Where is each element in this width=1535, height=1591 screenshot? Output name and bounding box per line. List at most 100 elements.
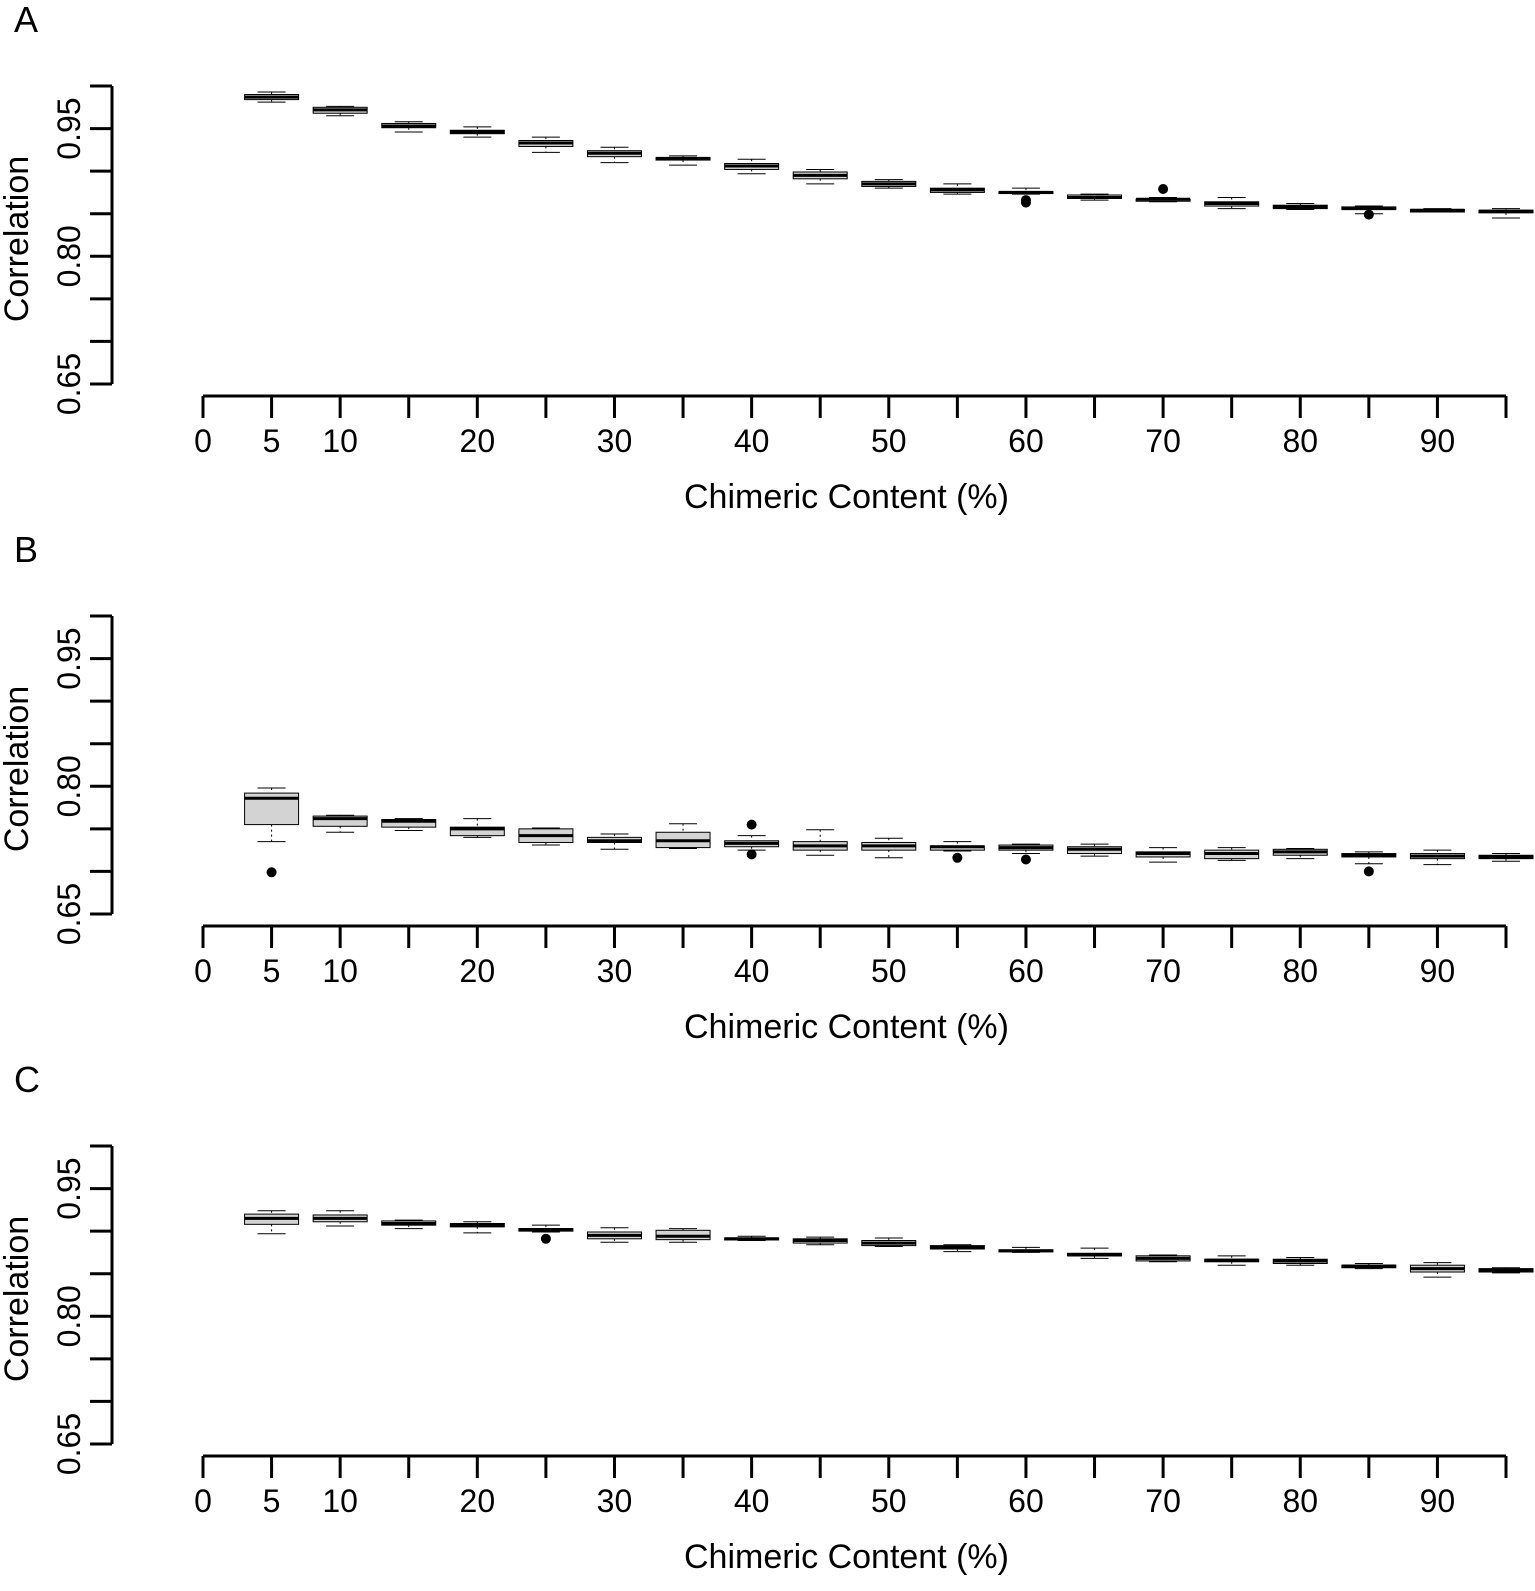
x-tick-label: 30 [597, 1483, 633, 1519]
box-95 [1478, 208, 1534, 219]
x-tick-label: 80 [1282, 423, 1318, 459]
panel-label: C [14, 1059, 40, 1100]
outlier-point [746, 849, 757, 860]
x-tick-label: 5 [263, 423, 281, 459]
x-tick-label: 60 [1008, 1483, 1044, 1519]
y-tick-label: 0.80 [51, 225, 87, 287]
box-45 [792, 168, 848, 185]
box-90 [1409, 208, 1465, 213]
x-tick-label: 30 [597, 953, 633, 989]
x-axis-title: Chimeric Content (%) [684, 1008, 1009, 1046]
x-tick-label: 90 [1420, 423, 1456, 459]
box-65 [1067, 843, 1123, 857]
box-10 [312, 105, 368, 117]
box-70 [1135, 847, 1191, 863]
x-tick-label: 50 [871, 423, 907, 459]
x-tick-label: 40 [734, 423, 770, 459]
box-55 [929, 183, 985, 195]
outlier-point [952, 852, 963, 863]
y-tick-label: 0.95 [51, 1157, 87, 1219]
x-tick-label: 20 [460, 423, 496, 459]
box-70 [1135, 184, 1191, 203]
box-5 [244, 787, 300, 878]
x-tick-label: 40 [734, 953, 770, 989]
x-tick-label: 40 [734, 1483, 770, 1519]
box-15 [381, 121, 437, 133]
box-35 [655, 1228, 711, 1243]
box-iqr [381, 818, 437, 828]
outlier-point [1020, 854, 1031, 865]
box-50 [861, 837, 917, 859]
y-tick-label: 0.65 [51, 353, 87, 415]
x-tick-label: 70 [1145, 423, 1181, 459]
outlier-point [266, 867, 277, 878]
y-tick-label: 0.95 [51, 627, 87, 689]
box-5 [244, 91, 300, 103]
box-95 [1478, 1267, 1534, 1274]
x-tick-label: 10 [322, 1483, 358, 1519]
box-80 [1272, 847, 1328, 860]
box-75 [1204, 847, 1260, 861]
box-65 [1067, 1247, 1123, 1259]
x-tick-label: 20 [460, 1483, 496, 1519]
outlier-point [1363, 866, 1374, 877]
y-axis-title: Correlation [0, 156, 36, 322]
panel-A: A 0.65 0.80 0.95 Correlation 0 5 10 20 30 40 50 60 70… [0, 0, 1534, 516]
box-25 [518, 1224, 574, 1244]
box-25 [518, 136, 574, 153]
box-60 [998, 843, 1054, 865]
box-40 [724, 819, 780, 860]
x-tick-label: 90 [1420, 1483, 1456, 1519]
x-tick-label: 0 [194, 423, 212, 459]
y-tick-label: 0.65 [51, 1413, 87, 1475]
box-80 [1272, 1257, 1328, 1266]
y-axis-title: Correlation [0, 686, 36, 852]
x-tick-label: 60 [1008, 423, 1044, 459]
x-tick-label: 90 [1420, 953, 1456, 989]
box-5 [244, 1210, 300, 1235]
panel-label: B [14, 529, 38, 570]
box-30 [586, 1227, 642, 1243]
x-tick-label: 5 [263, 953, 281, 989]
box-40 [724, 158, 780, 175]
box-60 [998, 1246, 1054, 1253]
y-tick-label: 0.80 [51, 1285, 87, 1347]
x-tick-label: 80 [1282, 953, 1318, 989]
x-tick-label: 60 [1008, 953, 1044, 989]
x-tick-label: 5 [263, 1483, 281, 1519]
box-iqr [449, 826, 505, 837]
box-20 [449, 126, 505, 138]
box-10 [312, 814, 368, 833]
box-75 [1204, 197, 1260, 210]
y-tick-label: 0.95 [51, 97, 87, 159]
x-tick-label: 80 [1282, 1483, 1318, 1519]
outlier-point [746, 819, 757, 830]
panel-label: A [14, 0, 38, 40]
box-65 [1067, 193, 1123, 201]
box-85 [1341, 205, 1397, 220]
box-10 [312, 1210, 368, 1227]
box-85 [1341, 1262, 1397, 1270]
x-axis-title: Chimeric Content (%) [684, 478, 1009, 516]
outlier-point [1158, 184, 1169, 195]
box-80 [1272, 202, 1328, 210]
x-tick-label: 20 [460, 953, 496, 989]
x-tick-label: 0 [194, 1483, 212, 1519]
x-tick-label: 50 [871, 1483, 907, 1519]
x-tick-label: 0 [194, 953, 212, 989]
box-25 [518, 827, 574, 846]
box-95 [1478, 853, 1534, 862]
box-70 [1135, 1254, 1191, 1263]
y-tick-label: 0.65 [51, 883, 87, 945]
box-50 [861, 179, 917, 189]
box-15 [381, 1219, 437, 1230]
box-60 [998, 187, 1054, 208]
box-iqr [312, 815, 368, 827]
x-tick-label: 70 [1145, 1483, 1181, 1519]
box-20 [449, 1221, 505, 1234]
x-tick-label: 30 [597, 423, 633, 459]
box-20 [449, 818, 505, 838]
box-75 [1204, 1255, 1260, 1266]
y-tick-label: 0.80 [51, 755, 87, 817]
